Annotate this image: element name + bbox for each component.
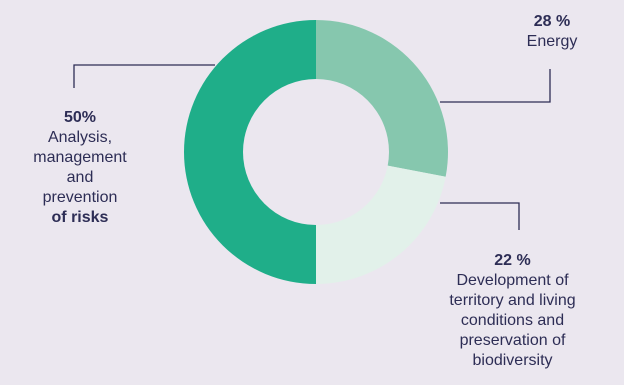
leader-line-energy xyxy=(440,69,551,103)
leader-line-risks xyxy=(73,64,215,88)
slice-percent-energy: 28 % xyxy=(533,13,571,30)
slice-text-risks-line-1: Analysis, xyxy=(47,129,113,146)
slice-label-energy: 28 % Energy xyxy=(502,12,602,52)
slice-text-territory-line-2: territory and living xyxy=(449,292,576,309)
slice-label-risks: 50% Analysis, management and prevention … xyxy=(5,108,155,228)
slice-percent-risks: 50% xyxy=(63,109,97,126)
slice-text-territory-line-3: conditions and xyxy=(460,312,565,329)
leader-lines xyxy=(73,64,551,230)
slice-text-territory-line-1: Development of xyxy=(456,272,569,289)
slice-text-territory-line-4: preservation of xyxy=(459,332,566,349)
slice-text-territory-line-5: biodiversity xyxy=(472,352,553,369)
slice-percent-territory: 22 % xyxy=(494,252,531,269)
slice-text-energy-line-1: Energy xyxy=(526,33,578,50)
slice-text-risks-line-2: management xyxy=(33,149,127,166)
slice-text-risks-line-3: and xyxy=(66,169,94,186)
slice-text-risks-line-5: of risks xyxy=(51,209,109,226)
leader-line-territory xyxy=(440,202,520,230)
slice-label-territory: 22 % Development of territory and living… xyxy=(405,251,620,371)
donut-hole xyxy=(243,79,389,225)
slice-text-risks-line-4: prevention xyxy=(42,189,118,206)
